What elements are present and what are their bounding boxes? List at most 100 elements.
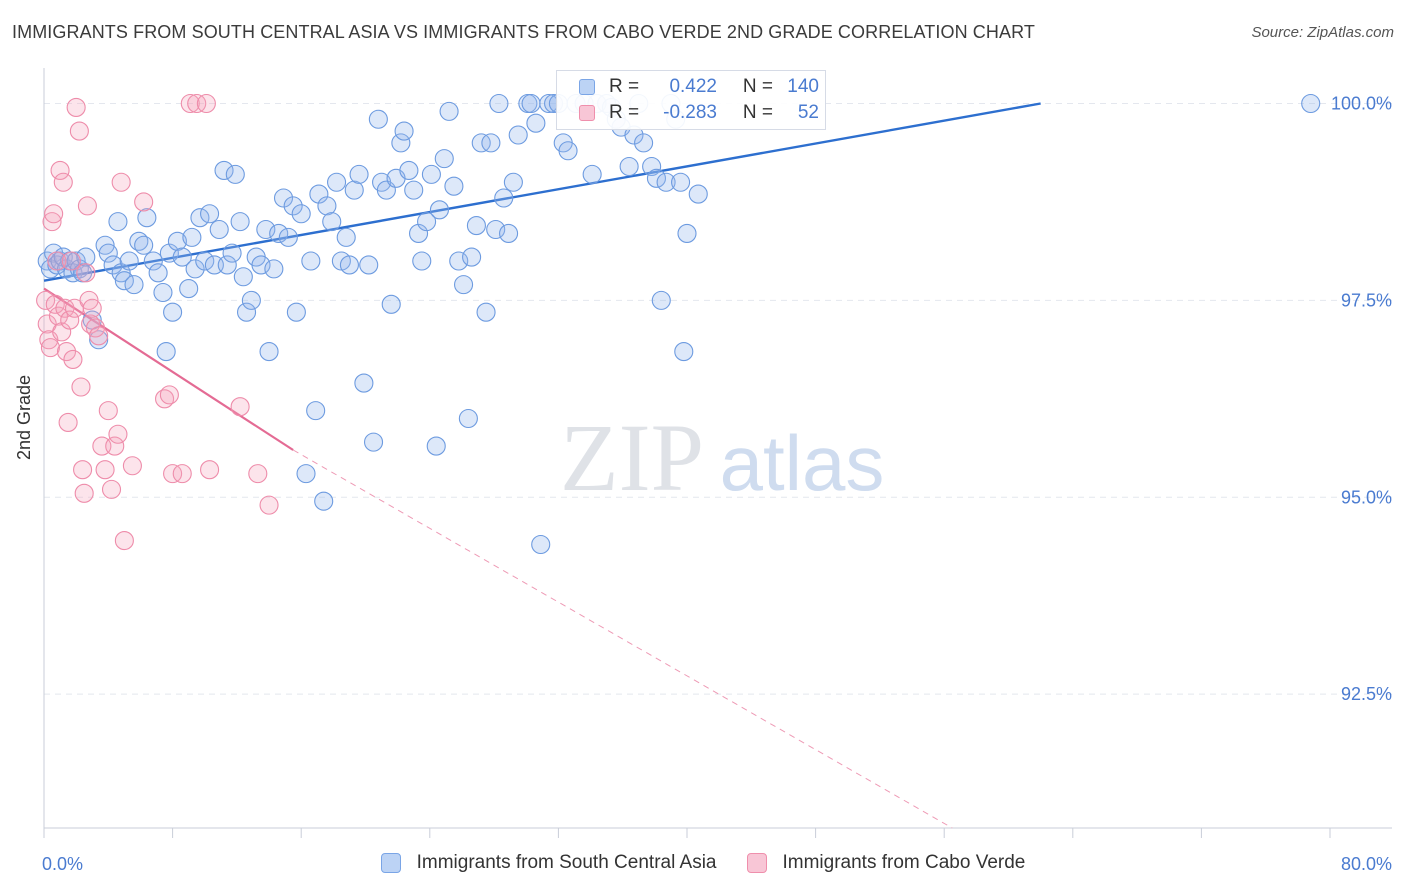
point-south-central-asia — [399, 160, 419, 180]
point-south-central-asia — [394, 121, 414, 141]
point-south-central-asia — [153, 282, 173, 303]
point-south-central-asia — [471, 133, 491, 153]
point-south-central-asia — [558, 141, 578, 161]
point-cabo-verde — [187, 93, 207, 114]
point-south-central-asia — [486, 219, 506, 240]
point-cabo-verde — [159, 385, 179, 405]
point-south-central-asia — [217, 255, 237, 275]
data-points — [36, 93, 1321, 555]
point-south-central-asia — [327, 172, 347, 192]
point-south-central-asia — [185, 259, 205, 279]
point-cabo-verde — [45, 294, 65, 314]
legend-swatch-pink — [579, 105, 595, 121]
point-south-central-asia — [454, 275, 474, 295]
point-south-central-asia — [296, 464, 316, 484]
point-south-central-asia — [651, 290, 671, 310]
series-legend-label: Immigrants from South Central Asia — [416, 852, 717, 873]
point-cabo-verde — [122, 456, 142, 476]
point-south-central-asia — [209, 219, 229, 240]
point-south-central-asia — [322, 212, 342, 232]
point-south-central-asia — [688, 184, 708, 204]
point-south-central-asia — [89, 330, 109, 350]
point-south-central-asia — [273, 188, 294, 208]
point-south-central-asia — [336, 227, 356, 247]
point-cabo-verde — [55, 298, 75, 318]
x-tick-label: 0.0% — [42, 854, 83, 874]
point-south-central-asia — [476, 302, 496, 322]
legend-n-label: N = — [742, 76, 773, 97]
point-south-central-asia — [429, 200, 449, 220]
y-tick-label: 100.0% — [1331, 94, 1392, 114]
x-tick-label: 80.0% — [1341, 854, 1392, 874]
series-legend-label: Immigrants from Cabo Verde — [782, 852, 1026, 873]
point-south-central-asia — [508, 125, 528, 145]
point-south-central-asia — [148, 263, 168, 283]
point-south-central-asia — [503, 172, 523, 192]
point-cabo-verde — [66, 97, 86, 117]
point-cabo-verde — [60, 310, 80, 330]
point-south-central-asia — [190, 208, 210, 228]
series-legend-item-south-central-asia[interactable]: Immigrants from South Central Asia — [380, 852, 717, 874]
legend-swatch-blue — [579, 79, 595, 95]
point-south-central-asia — [317, 196, 337, 216]
point-cabo-verde — [48, 306, 69, 326]
correlation-legend: R = 0.422 N = 140 R = -0.283 N = 52 — [556, 70, 826, 130]
trend-line-south-central-asia — [43, 102, 1041, 282]
point-south-central-asia — [195, 251, 215, 271]
point-south-central-asia — [134, 235, 154, 255]
point-south-central-asia — [404, 180, 424, 200]
series-swatch-pink — [746, 853, 767, 873]
point-cabo-verde — [73, 460, 93, 480]
point-south-central-asia — [439, 101, 459, 121]
point-cabo-verde — [89, 326, 109, 346]
point-south-central-asia — [222, 243, 242, 263]
point-south-central-asia — [642, 156, 662, 177]
point-south-central-asia — [301, 251, 321, 271]
point-cabo-verde — [74, 483, 94, 503]
point-south-central-asia — [286, 302, 306, 322]
point-south-central-asia — [76, 247, 96, 267]
point-south-central-asia — [264, 259, 284, 279]
y-axis-label: 2nd Grade — [14, 374, 34, 460]
point-south-central-asia — [466, 216, 486, 236]
point-cabo-verde — [47, 251, 67, 271]
point-south-central-asia — [283, 196, 303, 216]
point-cabo-verde — [134, 192, 154, 212]
point-south-central-asia — [417, 212, 437, 232]
point-south-central-asia — [421, 164, 441, 184]
point-cabo-verde — [259, 495, 279, 515]
point-south-central-asia — [674, 342, 694, 362]
point-cabo-verde — [248, 464, 268, 484]
point-south-central-asia — [426, 436, 446, 456]
point-south-central-asia — [462, 247, 482, 267]
chart-title: IMMIGRANTS FROM SOUTH CENTRAL ASIA VS IM… — [12, 22, 1035, 42]
point-south-central-asia — [241, 290, 261, 310]
trend-line-cabo-verde-extension — [292, 449, 953, 829]
point-south-central-asia — [108, 212, 128, 232]
point-south-central-asia — [449, 251, 469, 271]
point-cabo-verde — [196, 93, 216, 114]
axes — [43, 68, 1392, 838]
series-legend-item-cabo-verde[interactable]: Immigrants from Cabo Verde — [746, 852, 1026, 874]
point-cabo-verde — [58, 412, 78, 432]
point-cabo-verde — [200, 460, 220, 480]
watermark-atlas: atlas — [720, 419, 885, 507]
point-cabo-verde — [230, 397, 250, 417]
point-cabo-verde — [42, 212, 62, 232]
point-cabo-verde — [69, 121, 89, 141]
point-south-central-asia — [167, 231, 187, 251]
legend-r-label: R = — [609, 76, 640, 97]
point-south-central-asia — [494, 188, 514, 208]
point-south-central-asia — [119, 251, 139, 271]
point-south-central-asia — [230, 212, 250, 232]
trend-line-cabo-verde — [43, 287, 294, 451]
point-south-central-asia — [359, 255, 379, 275]
point-south-central-asia — [233, 267, 253, 287]
point-cabo-verde — [50, 160, 70, 180]
point-cabo-verde — [77, 196, 97, 216]
point-south-central-asia — [444, 176, 464, 196]
point-south-central-asia — [114, 271, 134, 291]
point-south-central-asia — [103, 255, 123, 275]
point-south-central-asia — [1301, 93, 1321, 114]
